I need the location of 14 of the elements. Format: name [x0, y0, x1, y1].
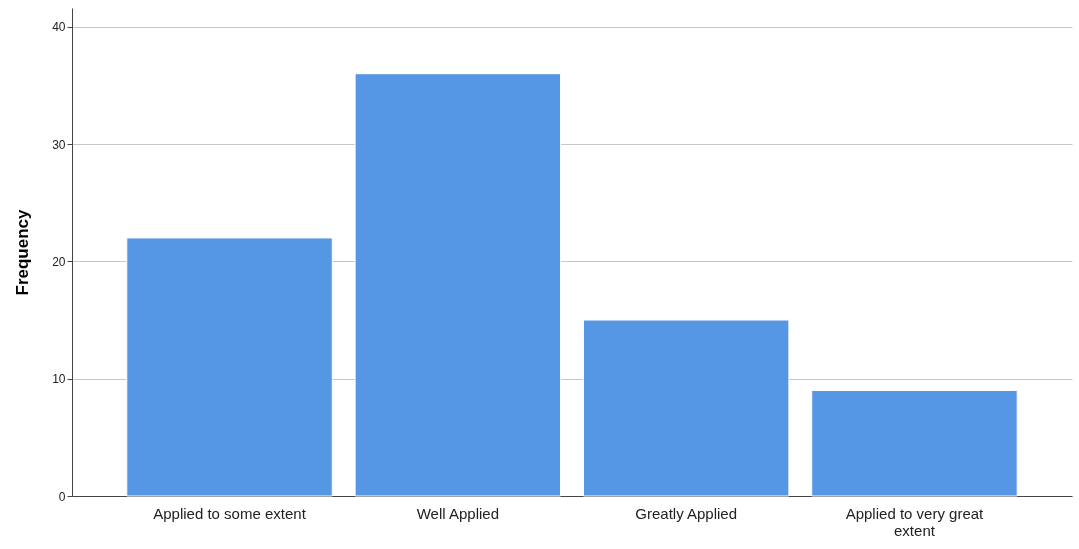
x-tick-label: Applied to some extent — [153, 504, 307, 522]
x-tick-label: Greatly Applied — [635, 504, 738, 522]
y-tick-label: 20 — [52, 254, 66, 269]
x-tick-label: Well Applied — [416, 504, 499, 522]
y-tick-label: 30 — [52, 137, 66, 152]
bar — [354, 73, 562, 497]
y-tick-label: 40 — [52, 20, 66, 35]
bar — [811, 389, 1018, 497]
y-tick-label: 10 — [52, 372, 66, 387]
y-tick-label: 0 — [58, 489, 66, 504]
bar — [582, 319, 790, 497]
x-tick-label: Applied to very great extent — [845, 504, 985, 539]
bar — [126, 237, 333, 497]
y-axis-title: Frequency — [13, 208, 33, 296]
